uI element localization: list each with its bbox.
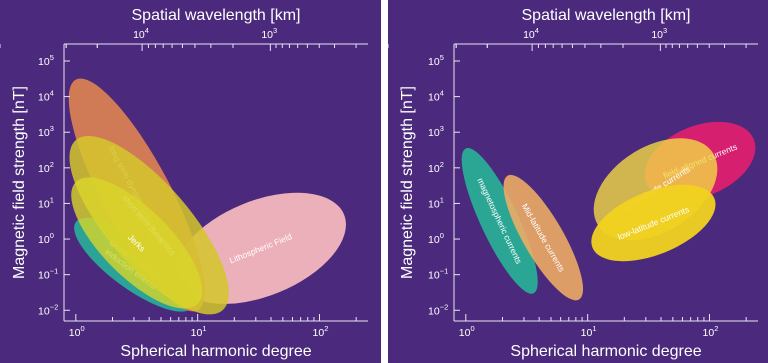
top-axis-label: Spatial wavelength [km] <box>132 7 301 24</box>
y-tick-label: 103 <box>38 124 54 139</box>
regions: Lithospheric FieldOcean circulationinduc… <box>68 78 346 315</box>
y-tick-label: 105 <box>428 53 444 68</box>
y-tick-exp: 2 <box>440 160 444 169</box>
y-tick-label: 10−2 <box>428 302 448 317</box>
y-tick-exp: −1 <box>440 267 449 276</box>
top-tick-label: 103 <box>651 26 667 41</box>
y-tick-base: 10 <box>428 305 440 317</box>
y-tick-exp: 5 <box>440 53 444 62</box>
x-tick-base: 10 <box>313 327 325 339</box>
top-tick-label: 104 <box>523 26 539 41</box>
top-tick-exp: 3 <box>273 26 277 35</box>
y-tick-label: 10−1 <box>38 267 58 282</box>
y-tick-base: 10 <box>38 127 50 139</box>
x-tick-label: 102 <box>313 324 329 339</box>
x-axis-label: Spherical harmonic degree <box>120 343 311 360</box>
region-2 <box>591 184 716 262</box>
y-tick-label: 100 <box>428 231 444 246</box>
x-tick-label: 102 <box>703 324 719 339</box>
y-axis-label: Magnetic field strength [nT] <box>399 86 416 279</box>
y-tick-base: 10 <box>428 127 440 139</box>
top-tick-exp: 3 <box>663 26 667 35</box>
y-tick-base: 10 <box>38 198 50 210</box>
y-tick-label: 103 <box>428 124 444 139</box>
top-tick-label: 103 <box>261 26 277 41</box>
y-tick-label: 102 <box>428 160 444 175</box>
top-axis-label: Spatial wavelength [km] <box>522 7 691 24</box>
y-tick-base: 10 <box>38 234 50 246</box>
x-tick-base: 10 <box>459 327 471 339</box>
y-tick-label: 104 <box>38 89 54 104</box>
axes <box>388 43 758 322</box>
y-tick-base: 10 <box>38 270 50 282</box>
region-4 <box>71 177 203 309</box>
top-tick-base: 10 <box>261 29 273 41</box>
y-tick-exp: 3 <box>50 124 54 133</box>
y-tick-label: 101 <box>38 195 54 210</box>
left-chart: Lithospheric FieldOcean circulationinduc… <box>0 7 368 360</box>
x-tick-label: 101 <box>581 324 597 339</box>
y-tick-exp: −1 <box>50 267 59 276</box>
x-axis-label: Spherical harmonic degree <box>510 343 701 360</box>
y-tick-base: 10 <box>38 305 50 317</box>
y-tick-exp: 0 <box>50 231 54 240</box>
x-tick-base: 10 <box>69 327 81 339</box>
y-tick-exp: −2 <box>440 302 449 311</box>
y-tick-exp: 4 <box>50 89 54 98</box>
y-tick-label: 102 <box>38 160 54 175</box>
top-tick-exp: 4 <box>535 26 539 35</box>
y-axis-label: Magnetic field strength [nT] <box>11 86 28 279</box>
y-tick-base: 10 <box>428 92 440 104</box>
left-chart-panel: Lithospheric FieldOcean circulationinduc… <box>0 0 381 363</box>
x-tick-exp: 0 <box>470 324 474 333</box>
y-tick-base: 10 <box>38 56 50 68</box>
y-tick-exp: 3 <box>440 124 444 133</box>
y-tick-base: 10 <box>428 163 440 175</box>
y-tick-label: 10−2 <box>38 302 58 317</box>
region-4 <box>503 174 584 301</box>
regions: field-aligned currentshigh-latitude curr… <box>461 121 756 301</box>
y-tick-exp: −2 <box>50 302 59 311</box>
y-tick-exp: 4 <box>440 89 444 98</box>
y-tick-base: 10 <box>38 163 50 175</box>
y-tick-label: 104 <box>428 89 444 104</box>
y-tick-label: 105 <box>38 53 54 68</box>
top-tick-base: 10 <box>523 29 535 41</box>
y-tick-label: 100 <box>38 231 54 246</box>
region-3 <box>461 148 538 294</box>
y-tick-exp: 1 <box>50 195 54 204</box>
axes <box>0 43 368 322</box>
x-tick-exp: 1 <box>592 324 596 333</box>
x-tick-exp: 1 <box>202 324 206 333</box>
right-chart-panel: field-aligned currentshigh-latitude curr… <box>388 0 768 363</box>
y-tick-base: 10 <box>428 198 440 210</box>
top-tick-base: 10 <box>133 29 145 41</box>
y-tick-exp: 0 <box>440 231 444 240</box>
x-tick-label: 100 <box>69 324 85 339</box>
top-tick-base: 10 <box>651 29 663 41</box>
y-tick-base: 10 <box>428 270 440 282</box>
x-tick-exp: 0 <box>80 324 84 333</box>
x-tick-base: 10 <box>581 327 593 339</box>
x-tick-exp: 2 <box>714 324 718 333</box>
y-tick-exp: 2 <box>50 160 54 169</box>
x-tick-label: 101 <box>191 324 207 339</box>
x-tick-label: 100 <box>459 324 475 339</box>
y-tick-label: 10−1 <box>428 267 448 282</box>
right-chart: field-aligned currentshigh-latitude curr… <box>388 7 758 360</box>
y-tick-base: 10 <box>428 234 440 246</box>
y-tick-label: 101 <box>428 195 444 210</box>
y-tick-base: 10 <box>38 92 50 104</box>
x-tick-exp: 2 <box>324 324 328 333</box>
y-tick-exp: 5 <box>50 53 54 62</box>
top-tick-label: 104 <box>133 26 149 41</box>
top-tick-exp: 4 <box>145 26 149 35</box>
x-tick-base: 10 <box>703 327 715 339</box>
y-tick-base: 10 <box>428 56 440 68</box>
y-tick-exp: 1 <box>440 195 444 204</box>
x-tick-base: 10 <box>191 327 203 339</box>
